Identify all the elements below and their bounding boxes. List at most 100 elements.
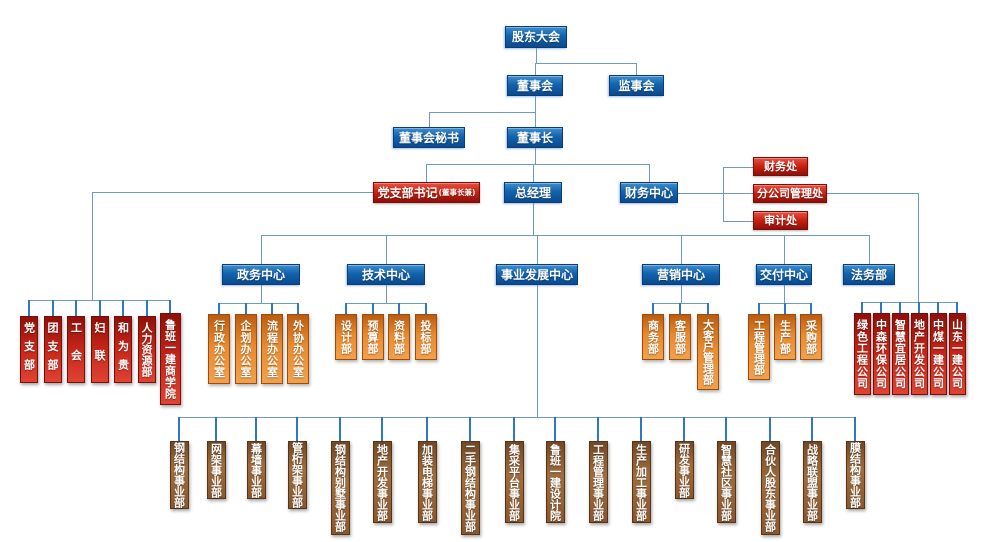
- node-label: 钢结构事业部: [172, 442, 186, 508]
- node-project-management-dept: 工程管理部: [748, 314, 770, 380]
- connector-line: [381, 417, 383, 441]
- node-finance-center: 财务中心: [620, 182, 678, 203]
- node-label: 集采平台事业部: [507, 443, 521, 521]
- node-label: 交付中心: [759, 267, 808, 282]
- node-label: 分公司管理处: [757, 187, 823, 200]
- node-label: 股东大会: [511, 30, 560, 44]
- node-strategic-alliance-bu: 战略联盟事业部: [802, 441, 822, 523]
- connector-line: [679, 303, 681, 314]
- node-label: 事业发展中心: [500, 267, 573, 282]
- node-labor-union: 工会: [67, 316, 85, 383]
- connector-line: [861, 302, 863, 313]
- node-label: 研发事业部: [677, 442, 691, 498]
- node-womens-federation: 妇联: [90, 316, 109, 383]
- connector-line: [536, 235, 538, 264]
- connector-line: [429, 111, 535, 113]
- connector-line: [469, 417, 471, 441]
- connector-line: [345, 303, 347, 314]
- node-label: 审计处: [764, 214, 797, 227]
- node-label: 设计部: [339, 320, 353, 354]
- connector-line: [426, 164, 427, 182]
- node-shandong-yijian-co: 山东一建公司: [948, 313, 966, 395]
- node-commerce-dept: 商务部: [642, 314, 664, 360]
- node-label: 工程管理部: [752, 319, 766, 375]
- node-admin-center: 政务中心: [222, 264, 300, 285]
- connector-line: [648, 164, 650, 182]
- node-green-engineering-co: 绿色工程公司: [853, 313, 871, 395]
- node-label: 地产开发公司: [912, 319, 926, 389]
- node-elevator-install-bu: 加装电梯事业部: [417, 441, 437, 523]
- connector-line: [535, 62, 637, 64]
- connector-line: [554, 417, 556, 441]
- connector-line: [532, 203, 534, 235]
- connector-line: [385, 285, 387, 303]
- connector-line: [534, 112, 536, 127]
- node-label: 客服部: [673, 320, 687, 354]
- node-label: 地产开发事业部: [375, 443, 389, 521]
- connector-line: [215, 417, 217, 441]
- connector-line: [424, 303, 427, 314]
- node-rd-bu: 研发事业部: [674, 441, 694, 499]
- node-label: 流程办公室: [265, 320, 279, 378]
- node-label: 工程管理事业部: [591, 443, 605, 521]
- node-label: 董事会: [516, 78, 553, 93]
- node-label: 二手钢结构事业部: [463, 444, 477, 532]
- node-marketing-center: 营销中心: [642, 264, 720, 285]
- node-party-branch-secretary: 党支部书记 (董事长兼): [373, 182, 480, 203]
- connector-line: [145, 300, 148, 316]
- node-label: 预算部: [366, 320, 379, 354]
- connector-line: [758, 303, 760, 314]
- node-technology-center: 技术中心: [347, 264, 425, 285]
- node-real-estate-dev-co: 地产开发公司: [910, 313, 928, 395]
- node-label: 政务中心: [236, 267, 285, 282]
- node-business-dev-center: 事业发展中心: [496, 264, 578, 285]
- connector-line: [28, 300, 30, 316]
- node-finance-office: 财务处: [753, 157, 808, 176]
- connector-line: [271, 303, 273, 314]
- connector-line: [956, 302, 958, 313]
- node-membrane-structure-bu: 膜结构事业部: [845, 441, 865, 509]
- node-label: 智慧社区事业部: [719, 443, 733, 521]
- node-youth-league-branch: 团支部: [43, 316, 62, 383]
- connector-line: [398, 303, 400, 314]
- node-label: 战略联盟事业部: [805, 443, 819, 521]
- node-label: 工会: [69, 322, 83, 377]
- node-label: 财务中心: [624, 185, 673, 200]
- node-label: 智慧宜居公司: [893, 319, 907, 389]
- connector-line: [513, 417, 515, 441]
- node-budget-dept: 预算部: [361, 314, 384, 360]
- node-pipe-truss-bu: 管桁架事业部: [287, 441, 307, 509]
- connector-line: [597, 417, 599, 441]
- connector-line: [636, 63, 637, 75]
- node-label: 中森环保公司: [874, 319, 888, 389]
- node-label: 加装电梯事业部: [420, 443, 434, 521]
- node-production-processing-bu: 生产加工事业部: [631, 441, 651, 523]
- connector-line: [534, 96, 536, 112]
- node-project-mgmt-bu: 工程管理事业部: [588, 441, 608, 523]
- connector-line: [783, 235, 785, 264]
- node-partner-shareholder-bu: 合伙人股东事业部: [760, 441, 780, 535]
- node-label: 中煤一建公司: [931, 319, 945, 389]
- connector-line: [534, 63, 536, 75]
- node-luban-design-institute: 鲁班一建设计院: [545, 441, 565, 523]
- connector-line: [51, 300, 54, 316]
- node-label: 行政办公室: [212, 320, 226, 378]
- connector-line: [122, 300, 124, 316]
- connector-line: [880, 302, 882, 313]
- node-label: 技术中心: [361, 267, 410, 282]
- node-harmony-dept: 和为贵: [114, 316, 132, 383]
- node-board-of-directors: 董事会: [507, 75, 563, 96]
- node-label: 人力资源部: [140, 322, 153, 377]
- connector-line: [371, 303, 374, 314]
- connector-line: [917, 193, 919, 302]
- connector-line: [784, 303, 786, 314]
- connector-line: [255, 417, 257, 441]
- connector-line: [178, 417, 180, 441]
- node-label: 企划办公室: [239, 320, 252, 378]
- connector-line: [810, 303, 812, 314]
- connector-line: [918, 302, 920, 313]
- node-label: 财务处: [764, 160, 797, 173]
- node-steel-structure-bu: 钢结构事业部: [169, 441, 189, 509]
- connector-line: [428, 112, 430, 127]
- node-label: 党支部: [22, 322, 36, 377]
